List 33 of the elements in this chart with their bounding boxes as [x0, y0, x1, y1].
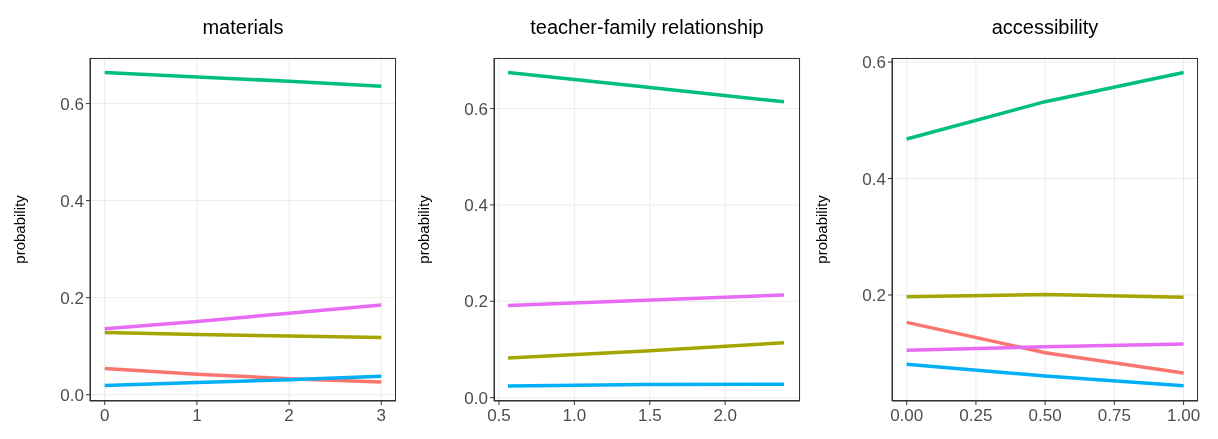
y-tick-label: 0.6 [464, 99, 488, 119]
x-tick-label: 3 [376, 406, 386, 425]
x-tick-label: 1 [192, 406, 202, 425]
chart-title: accessibility [990, 16, 1100, 39]
y-tick-label: 0.4 [464, 195, 488, 215]
y-tick-label: 0.2 [60, 288, 84, 308]
y-tick-label: 0.6 [60, 94, 84, 114]
x-tick-label: 0.5 [487, 406, 511, 425]
line-series [103, 374, 383, 388]
x-tick-label: 0.75 [1097, 406, 1131, 425]
y-tick-label: 0.2 [464, 292, 488, 312]
x-tick-label: 1.5 [637, 406, 662, 425]
y-axis-title: probability [11, 194, 29, 264]
x-tick-label: 1.00 [1167, 406, 1201, 425]
line-series [103, 303, 383, 331]
x-tick-label: 0 [100, 406, 110, 425]
x-tick-label: 2 [284, 406, 294, 425]
y-tick-label: 0.2 [862, 286, 886, 306]
x-tick-label: 1.0 [562, 406, 587, 425]
x-tick-label: 0.50 [1028, 406, 1062, 425]
y-axis-title: probability [415, 194, 433, 264]
y-tick-label: 0.4 [862, 169, 886, 189]
y-tick-label: 0.4 [60, 191, 84, 211]
x-tick-label: 0.25 [959, 406, 993, 425]
chart-title: teacher-family relationship [529, 16, 765, 39]
y-tick-label: 0.0 [60, 385, 84, 405]
y-tick-label: 0.0 [464, 388, 488, 408]
line-series [103, 70, 383, 88]
y-tick-label: 0.6 [862, 53, 886, 73]
x-tick-label: 0.00 [890, 406, 924, 425]
x-tick-label: 2.0 [713, 406, 738, 425]
chart-title: materials [201, 16, 285, 39]
y-axis-title: probability [813, 194, 831, 264]
